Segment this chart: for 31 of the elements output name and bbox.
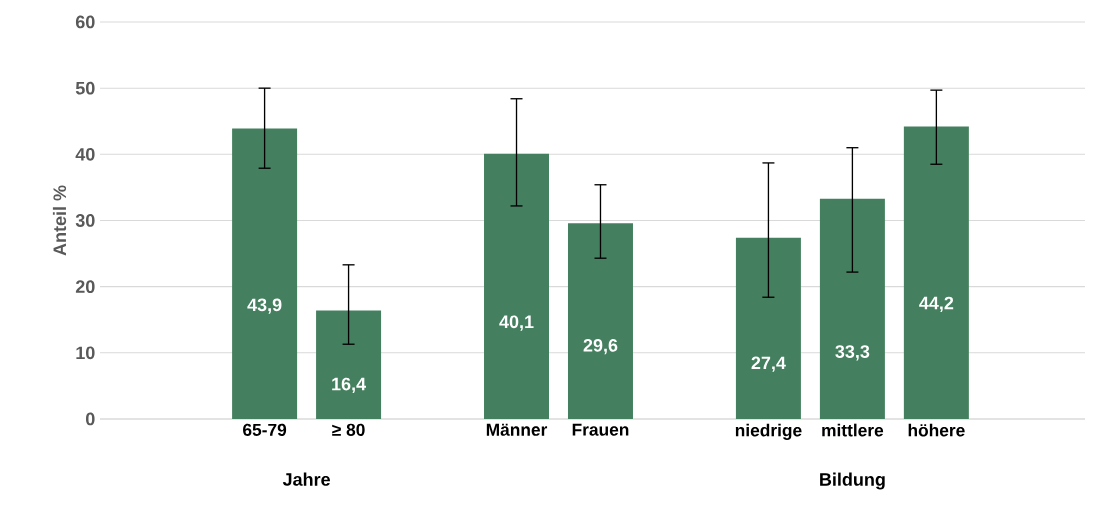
x-tick-label: höhere [908,423,965,437]
data-label: 29,6 [583,338,618,355]
bar [567,223,633,419]
x-tick-label: niedrige [735,423,802,440]
y-tick-label: 20 [75,280,95,294]
data-label: 27,4 [751,356,786,372]
bar [232,128,298,419]
bar [735,237,801,419]
data-label: 43,9 [247,298,282,314]
y-tick-label: 60 [75,15,95,29]
bar [903,126,969,419]
y-tick-label: 40 [75,147,95,161]
y-tick-label: 30 [75,214,95,227]
data-label: 16,4 [332,377,366,394]
y-tick-label: 0 [86,412,95,426]
data-label: 33,3 [835,345,870,361]
x-tick-label: mittlere [822,423,884,437]
x-tick-label: Männer [486,423,548,436]
y-axis-title: Anteil % [52,185,67,256]
y-tick-label: 50 [75,81,95,95]
text: Jahre [282,472,330,486]
text: Bildung [820,472,885,490]
x-tick-label: ≥ 80 [332,423,365,436]
y-tick-label: 10 [76,346,95,360]
data-label: 44,2 [919,296,954,313]
bar [316,310,382,419]
bar [484,153,550,419]
x-tick-label: Frauen [572,423,629,436]
x-tick-label: 65-79 [243,423,287,436]
bar [819,198,885,419]
data-label: 40,1 [499,315,534,331]
